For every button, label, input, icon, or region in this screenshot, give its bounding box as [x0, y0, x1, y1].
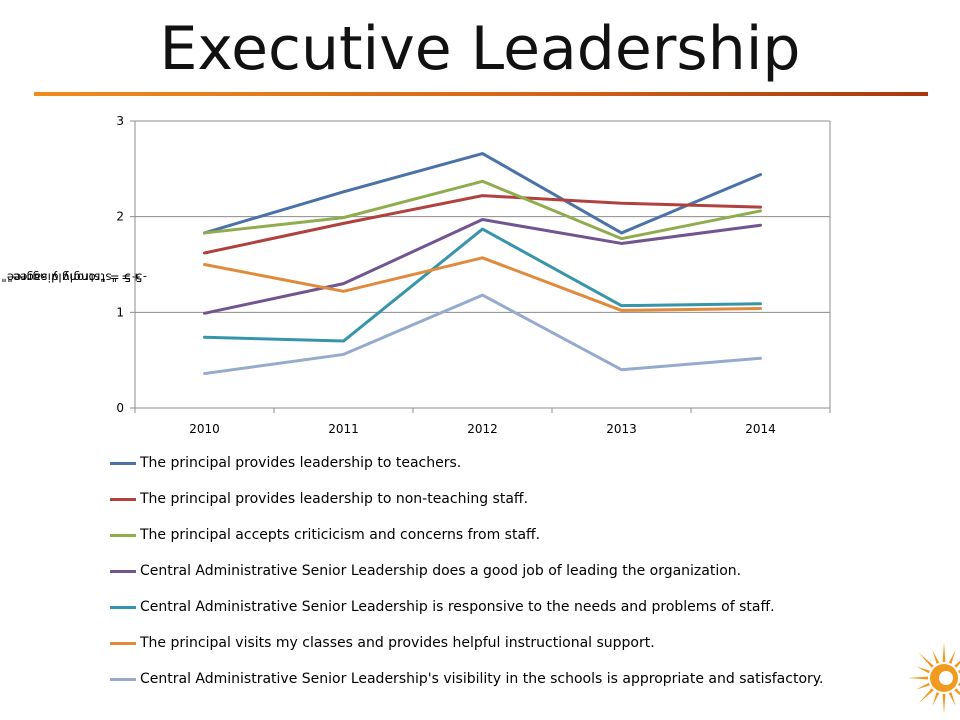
series-line [203, 218, 762, 315]
sun-ray [932, 692, 940, 706]
sun-ray [954, 688, 960, 696]
legend-label: The principal provides leadership to tea… [140, 455, 462, 471]
legend-swatch [110, 534, 136, 537]
legend-swatch [110, 678, 136, 681]
series-line [203, 293, 762, 376]
sun-ray [908, 676, 929, 680]
legend-swatch [110, 498, 136, 501]
page-title: Executive Leadership [159, 14, 801, 84]
title-divider [34, 92, 928, 96]
legend-item: The principal provides leadership to non… [110, 488, 890, 524]
x-tick-label: 2010 [189, 422, 220, 436]
x-tick-label: 2012 [467, 422, 498, 436]
y-tick-label: 0 [116, 401, 124, 415]
legend-swatch [110, 642, 136, 645]
sun-ray [918, 688, 934, 704]
y-tick-label: 3 [116, 114, 124, 128]
legend-label: Central Administrative Senior Leadership… [140, 671, 824, 687]
x-tick-label: 2014 [745, 422, 776, 436]
line-chart: 0 1 2 3 2010 2011 2012 2013 2014 [116, 114, 831, 436]
sun-ray [942, 693, 946, 714]
legend-swatch [110, 570, 136, 573]
legend-item: Central Administrative Senior Leadership… [110, 668, 890, 704]
legend-item: The principal accepts criticicism and co… [110, 524, 890, 560]
legend-label: The principal visits my classes and prov… [140, 635, 655, 651]
series-line [203, 227, 762, 343]
legend-label: Central Administrative Senior Leadership… [140, 599, 775, 615]
legend-swatch [110, 462, 136, 465]
legend-item: Central Administrative Senior Leadership… [110, 596, 890, 632]
sun-ray [948, 650, 956, 664]
legend-item: Central Administrative Senior Leadership… [110, 560, 890, 596]
sun-ray [932, 650, 940, 664]
legend-swatch [110, 606, 136, 609]
x-tick-label: 2011 [328, 422, 359, 436]
chart-legend: The principal provides leadership to tea… [110, 452, 890, 704]
y-tick-label: 1 [116, 305, 124, 319]
legend-item: The principal provides leadership to tea… [110, 452, 890, 488]
legend-label: The principal provides leadership to non… [140, 491, 529, 507]
legend-label: Central Administrative Senior Leadership… [140, 563, 742, 579]
sun-ray [948, 692, 956, 706]
legend-label: The principal accepts criticicism and co… [140, 527, 541, 543]
sun-ray [918, 652, 934, 668]
sun-ray [916, 666, 930, 674]
sun-logo-icon [908, 642, 960, 714]
sun-ray [916, 682, 930, 690]
series-line [203, 179, 762, 241]
series-line [203, 256, 762, 312]
legend-item: The principal visits my classes and prov… [110, 632, 890, 668]
sun-ray [942, 642, 946, 663]
series-line [203, 152, 762, 235]
sun-ray [954, 660, 960, 668]
x-tick-label: 2013 [606, 422, 637, 436]
series-line [203, 194, 762, 255]
y-tick-label: 2 [116, 210, 124, 224]
